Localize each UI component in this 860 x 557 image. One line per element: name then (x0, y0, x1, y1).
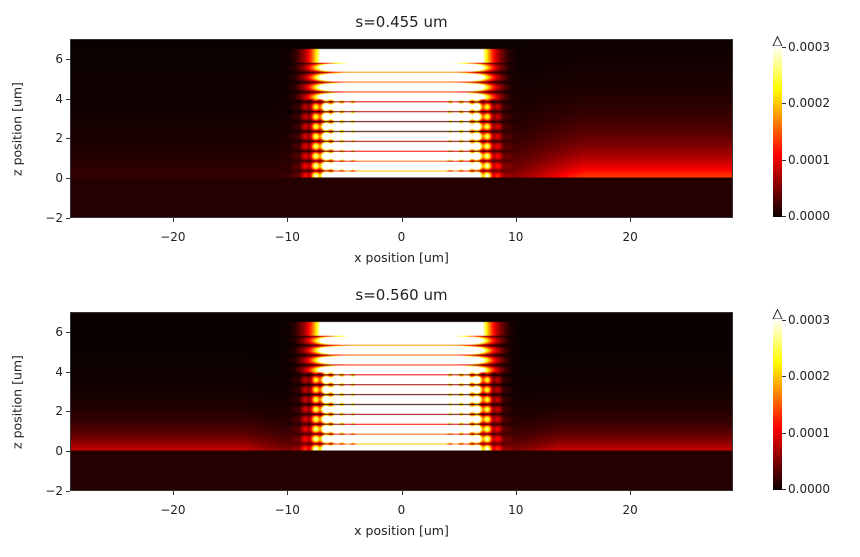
colorbar-tick-label: 0.0001 (788, 425, 830, 440)
colorbar-tick-label: 0.0001 (788, 152, 830, 167)
colorbar (773, 45, 782, 217)
x-tick-mark (287, 218, 289, 222)
y-tick-label: −2 (45, 211, 63, 225)
colorbar-extend-arrow (772, 309, 783, 319)
y-tick-label: 0 (55, 171, 63, 186)
colorbar-tick-mark (782, 159, 786, 161)
y-tick-mark (66, 138, 70, 140)
x-tick-mark (401, 491, 403, 495)
colorbar-tick-label: 0.0002 (788, 369, 830, 384)
colorbar-tick-mark (782, 47, 786, 48)
y-tick-mark (66, 371, 70, 373)
y-tick-label: 0 (55, 444, 63, 459)
plot-title: s=0.560 um (355, 286, 448, 304)
x-tick-mark (401, 218, 403, 222)
y-tick-label: 2 (55, 404, 63, 419)
colorbar-tick-mark (782, 103, 786, 105)
colorbar-tick-mark (782, 376, 786, 378)
x-tick-mark (287, 491, 289, 495)
y-axis-label: z position [um] (9, 81, 25, 176)
colorbar-tick-label: 0.0000 (788, 209, 830, 223)
x-tick-mark (515, 218, 517, 222)
y-tick-mark (66, 411, 70, 413)
colorbar-tick-mark (782, 320, 786, 321)
colorbar-tick-mark (782, 432, 786, 434)
x-tick-label: 20 (622, 503, 638, 517)
colorbar-tick-label: 0.0003 (788, 313, 830, 327)
x-tick-mark (515, 491, 517, 495)
x-tick-label: 20 (622, 230, 638, 244)
x-tick-label: 0 (397, 230, 406, 244)
x-axis-label: x position [um] (354, 250, 449, 265)
y-tick-mark (66, 58, 70, 60)
x-tick-mark (172, 218, 174, 222)
x-tick-label: −10 (274, 230, 300, 244)
heatmap-image (70, 39, 733, 218)
x-tick-label: 10 (508, 503, 524, 517)
y-tick-mark (66, 98, 70, 100)
x-tick-mark (630, 491, 632, 495)
x-tick-label: −10 (274, 503, 300, 517)
x-tick-label: −20 (160, 503, 186, 517)
colorbar-extend-arrow (772, 36, 783, 46)
y-tick-mark (66, 491, 70, 492)
y-tick-mark (66, 178, 70, 180)
y-tick-label: 2 (55, 131, 63, 146)
y-tick-mark (66, 331, 70, 333)
y-tick-mark (66, 218, 70, 219)
colorbar-tick-label: 0.0002 (788, 96, 830, 111)
colorbar-tick-label: 0.0000 (788, 482, 830, 496)
x-tick-label: 0 (397, 503, 406, 517)
colorbar-tick-mark (782, 489, 786, 490)
x-tick-label: −20 (160, 230, 186, 244)
y-tick-label: 4 (55, 91, 63, 106)
y-tick-label: 6 (55, 324, 63, 339)
x-axis-label: x position [um] (354, 523, 449, 538)
y-tick-label: 6 (55, 51, 63, 66)
x-tick-label: 10 (508, 230, 524, 244)
plot-title: s=0.455 um (355, 13, 448, 31)
y-axis-label: z position [um] (9, 354, 25, 449)
colorbar-tick-mark (782, 216, 786, 217)
heatmap-image (70, 312, 733, 491)
colorbar (773, 318, 782, 490)
x-tick-mark (172, 491, 174, 495)
y-tick-label: −2 (45, 484, 63, 498)
y-tick-label: 4 (55, 364, 63, 379)
colorbar-tick-label: 0.0003 (788, 40, 830, 54)
x-tick-mark (630, 218, 632, 222)
y-tick-mark (66, 451, 70, 453)
